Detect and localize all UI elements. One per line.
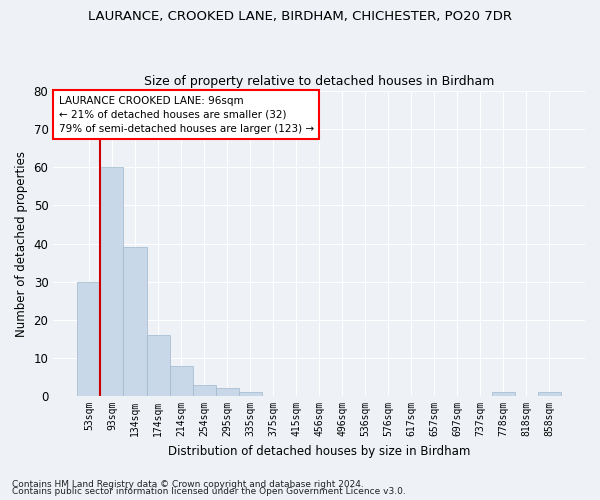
Bar — [100, 168, 124, 396]
Y-axis label: Number of detached properties: Number of detached properties — [15, 150, 28, 336]
Bar — [170, 366, 193, 396]
Bar — [124, 248, 146, 396]
Bar — [193, 384, 215, 396]
Text: Contains public sector information licensed under the Open Government Licence v3: Contains public sector information licen… — [12, 487, 406, 496]
Bar — [215, 388, 239, 396]
Text: Contains HM Land Registry data © Crown copyright and database right 2024.: Contains HM Land Registry data © Crown c… — [12, 480, 364, 489]
X-axis label: Distribution of detached houses by size in Birdham: Distribution of detached houses by size … — [168, 444, 470, 458]
Bar — [239, 392, 262, 396]
Text: LAURANCE, CROOKED LANE, BIRDHAM, CHICHESTER, PO20 7DR: LAURANCE, CROOKED LANE, BIRDHAM, CHICHES… — [88, 10, 512, 23]
Bar — [146, 335, 170, 396]
Text: LAURANCE CROOKED LANE: 96sqm
← 21% of detached houses are smaller (32)
79% of se: LAURANCE CROOKED LANE: 96sqm ← 21% of de… — [59, 96, 314, 134]
Bar — [492, 392, 515, 396]
Bar — [77, 282, 100, 396]
Bar — [538, 392, 561, 396]
Title: Size of property relative to detached houses in Birdham: Size of property relative to detached ho… — [144, 76, 494, 88]
